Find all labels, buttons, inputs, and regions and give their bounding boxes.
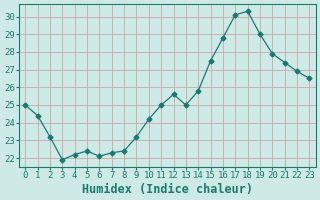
X-axis label: Humidex (Indice chaleur): Humidex (Indice chaleur) xyxy=(82,183,253,196)
